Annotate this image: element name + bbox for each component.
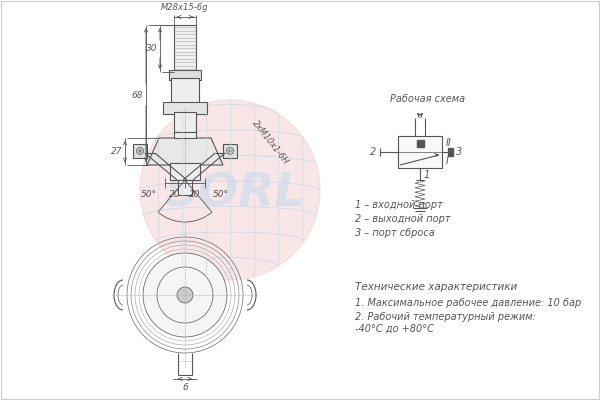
- Text: 3 – порт сброса: 3 – порт сброса: [355, 228, 435, 238]
- Text: М28х15-6g: М28х15-6g: [161, 3, 209, 12]
- Bar: [178, 180, 192, 195]
- Bar: [174, 25, 196, 72]
- Text: 3: 3: [456, 147, 462, 157]
- Text: 2хМ10х1-6Н: 2хМ10х1-6Н: [250, 118, 290, 166]
- Bar: [174, 132, 196, 138]
- Bar: [169, 70, 201, 80]
- Text: 2: 2: [370, 147, 376, 157]
- Text: -40°C до +80°C: -40°C до +80°C: [355, 324, 434, 334]
- Bar: [398, 136, 442, 168]
- Bar: [448, 148, 453, 156]
- Text: 1 – входной порт: 1 – входной порт: [355, 200, 443, 210]
- Text: 1: 1: [424, 170, 430, 180]
- Text: 50°: 50°: [141, 190, 157, 199]
- Bar: [174, 112, 196, 132]
- Polygon shape: [147, 138, 223, 165]
- Text: 20: 20: [189, 190, 201, 199]
- Polygon shape: [133, 144, 147, 158]
- Text: 27: 27: [110, 147, 122, 156]
- Text: SORL: SORL: [164, 172, 305, 216]
- Text: 1. Максимальное рабочее давление: 10 бар: 1. Максимальное рабочее давление: 10 бар: [355, 298, 581, 308]
- Circle shape: [229, 150, 232, 152]
- Text: Технические характеристики: Технические характеристики: [355, 282, 517, 292]
- Bar: [163, 102, 207, 114]
- Circle shape: [177, 287, 193, 303]
- Polygon shape: [223, 144, 237, 158]
- Text: 2 – выходной порт: 2 – выходной порт: [355, 214, 451, 224]
- Text: 30: 30: [146, 44, 157, 53]
- Bar: [170, 163, 200, 180]
- Text: II: II: [446, 138, 452, 148]
- Bar: [171, 78, 199, 105]
- Circle shape: [143, 253, 227, 337]
- Circle shape: [140, 100, 320, 280]
- Text: 68: 68: [131, 90, 143, 100]
- Circle shape: [137, 148, 143, 154]
- Text: I: I: [446, 156, 449, 166]
- Text: 2. Рабочий температурный режим:: 2. Рабочий температурный режим:: [355, 312, 536, 322]
- Text: 20: 20: [169, 190, 181, 199]
- Circle shape: [227, 148, 233, 154]
- Text: Рабочая схема: Рабочая схема: [390, 94, 465, 104]
- Text: 6: 6: [182, 383, 188, 392]
- Text: 50°: 50°: [213, 190, 229, 199]
- Bar: [417, 140, 424, 147]
- Circle shape: [139, 150, 142, 152]
